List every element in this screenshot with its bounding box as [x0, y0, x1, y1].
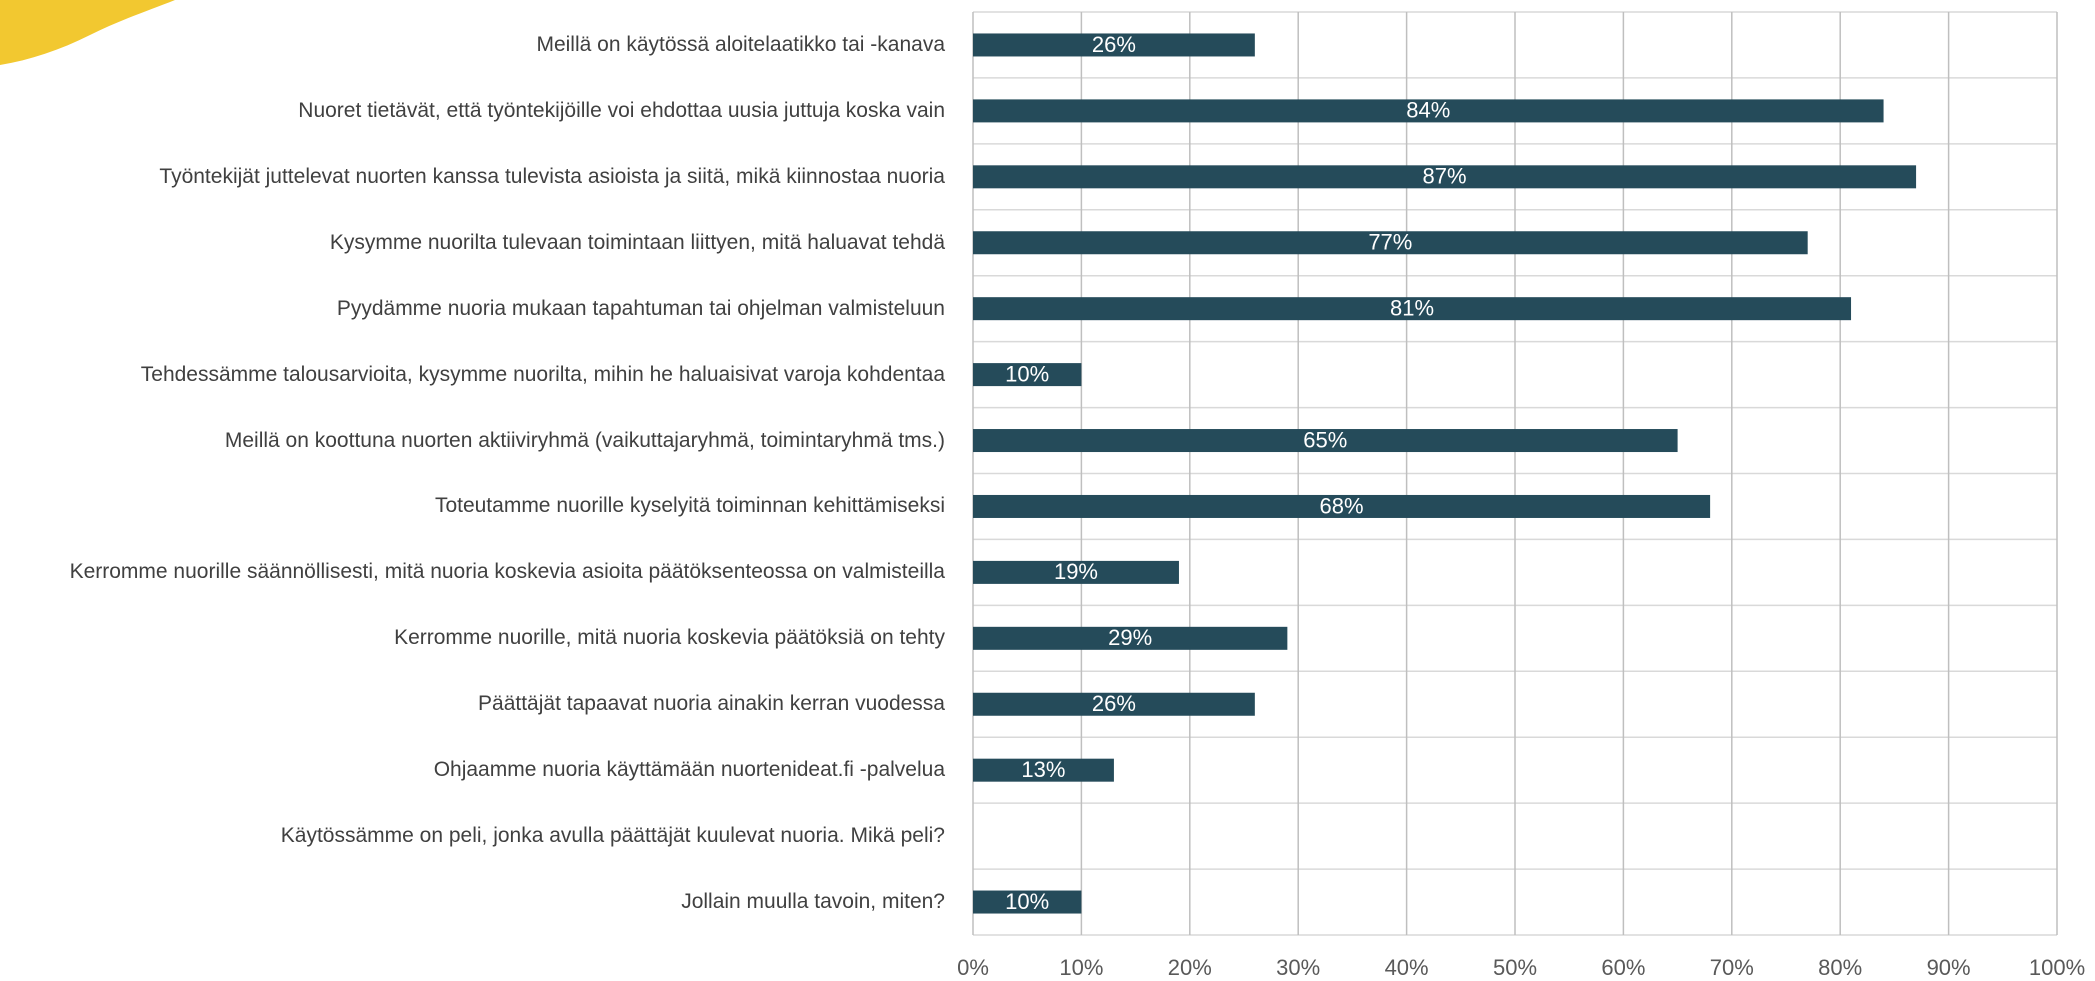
data-label: 81%	[1390, 295, 1434, 320]
x-tick-label: 0%	[957, 955, 989, 980]
category-label: Nuoret tietävät, että työntekijöille voi…	[5, 98, 945, 124]
category-label: Jollain muulla tavoin, miten?	[5, 889, 945, 915]
data-label: 29%	[1108, 625, 1152, 650]
x-tick-label: 70%	[1710, 955, 1754, 980]
x-tick-label: 90%	[1927, 955, 1971, 980]
x-tick-label: 10%	[1059, 955, 1103, 980]
data-label: 87%	[1423, 164, 1467, 189]
x-tick-label: 60%	[1601, 955, 1645, 980]
data-label: 19%	[1054, 559, 1098, 584]
category-label: Päättäjät tapaavat nuoria ainakin kerran…	[5, 691, 945, 717]
data-label: 84%	[1406, 98, 1450, 123]
data-label: 10%	[1005, 361, 1049, 386]
category-label: Kerromme nuorille, mitä nuoria koskevia …	[5, 625, 945, 651]
category-label: Pyydämme nuoria mukaan tapahtuman tai oh…	[5, 296, 945, 322]
x-tick-label: 50%	[1493, 955, 1537, 980]
category-label: Ohjaamme nuoria käyttämään nuortenideat.…	[5, 757, 945, 783]
data-label: 68%	[1320, 493, 1364, 518]
x-tick-label: 100%	[2029, 955, 2085, 980]
category-label: Tehdessämme talousarvioita, kysymme nuor…	[5, 362, 945, 388]
category-label: Toteutamme nuorille kyselyitä toiminnan …	[5, 493, 945, 519]
category-label: Kerromme nuorille säännöllisesti, mitä n…	[5, 559, 945, 585]
data-label: 13%	[1021, 757, 1065, 782]
data-label: 65%	[1303, 427, 1347, 452]
page: {"chart_data": {"type": "bar", "orientat…	[0, 0, 2095, 981]
x-tick-label: 80%	[1818, 955, 1862, 980]
category-label: Käytössämme on peli, jonka avulla päättä…	[5, 823, 945, 849]
data-label: 26%	[1092, 691, 1136, 716]
category-label: Kysymme nuorilta tulevaan toimintaan lii…	[5, 230, 945, 256]
category-label: Meillä on koottuna nuorten aktiiviryhmä …	[5, 428, 945, 454]
data-label: 10%	[1005, 889, 1049, 914]
x-tick-label: 20%	[1168, 955, 1212, 980]
category-label: Meillä on käytössä aloitelaatikko tai -k…	[5, 32, 945, 58]
data-label: 77%	[1368, 230, 1412, 255]
data-label: 26%	[1092, 32, 1136, 57]
x-tick-label: 40%	[1385, 955, 1429, 980]
category-label: Työntekijät juttelevat nuorten kanssa tu…	[5, 164, 945, 190]
x-tick-label: 30%	[1276, 955, 1320, 980]
